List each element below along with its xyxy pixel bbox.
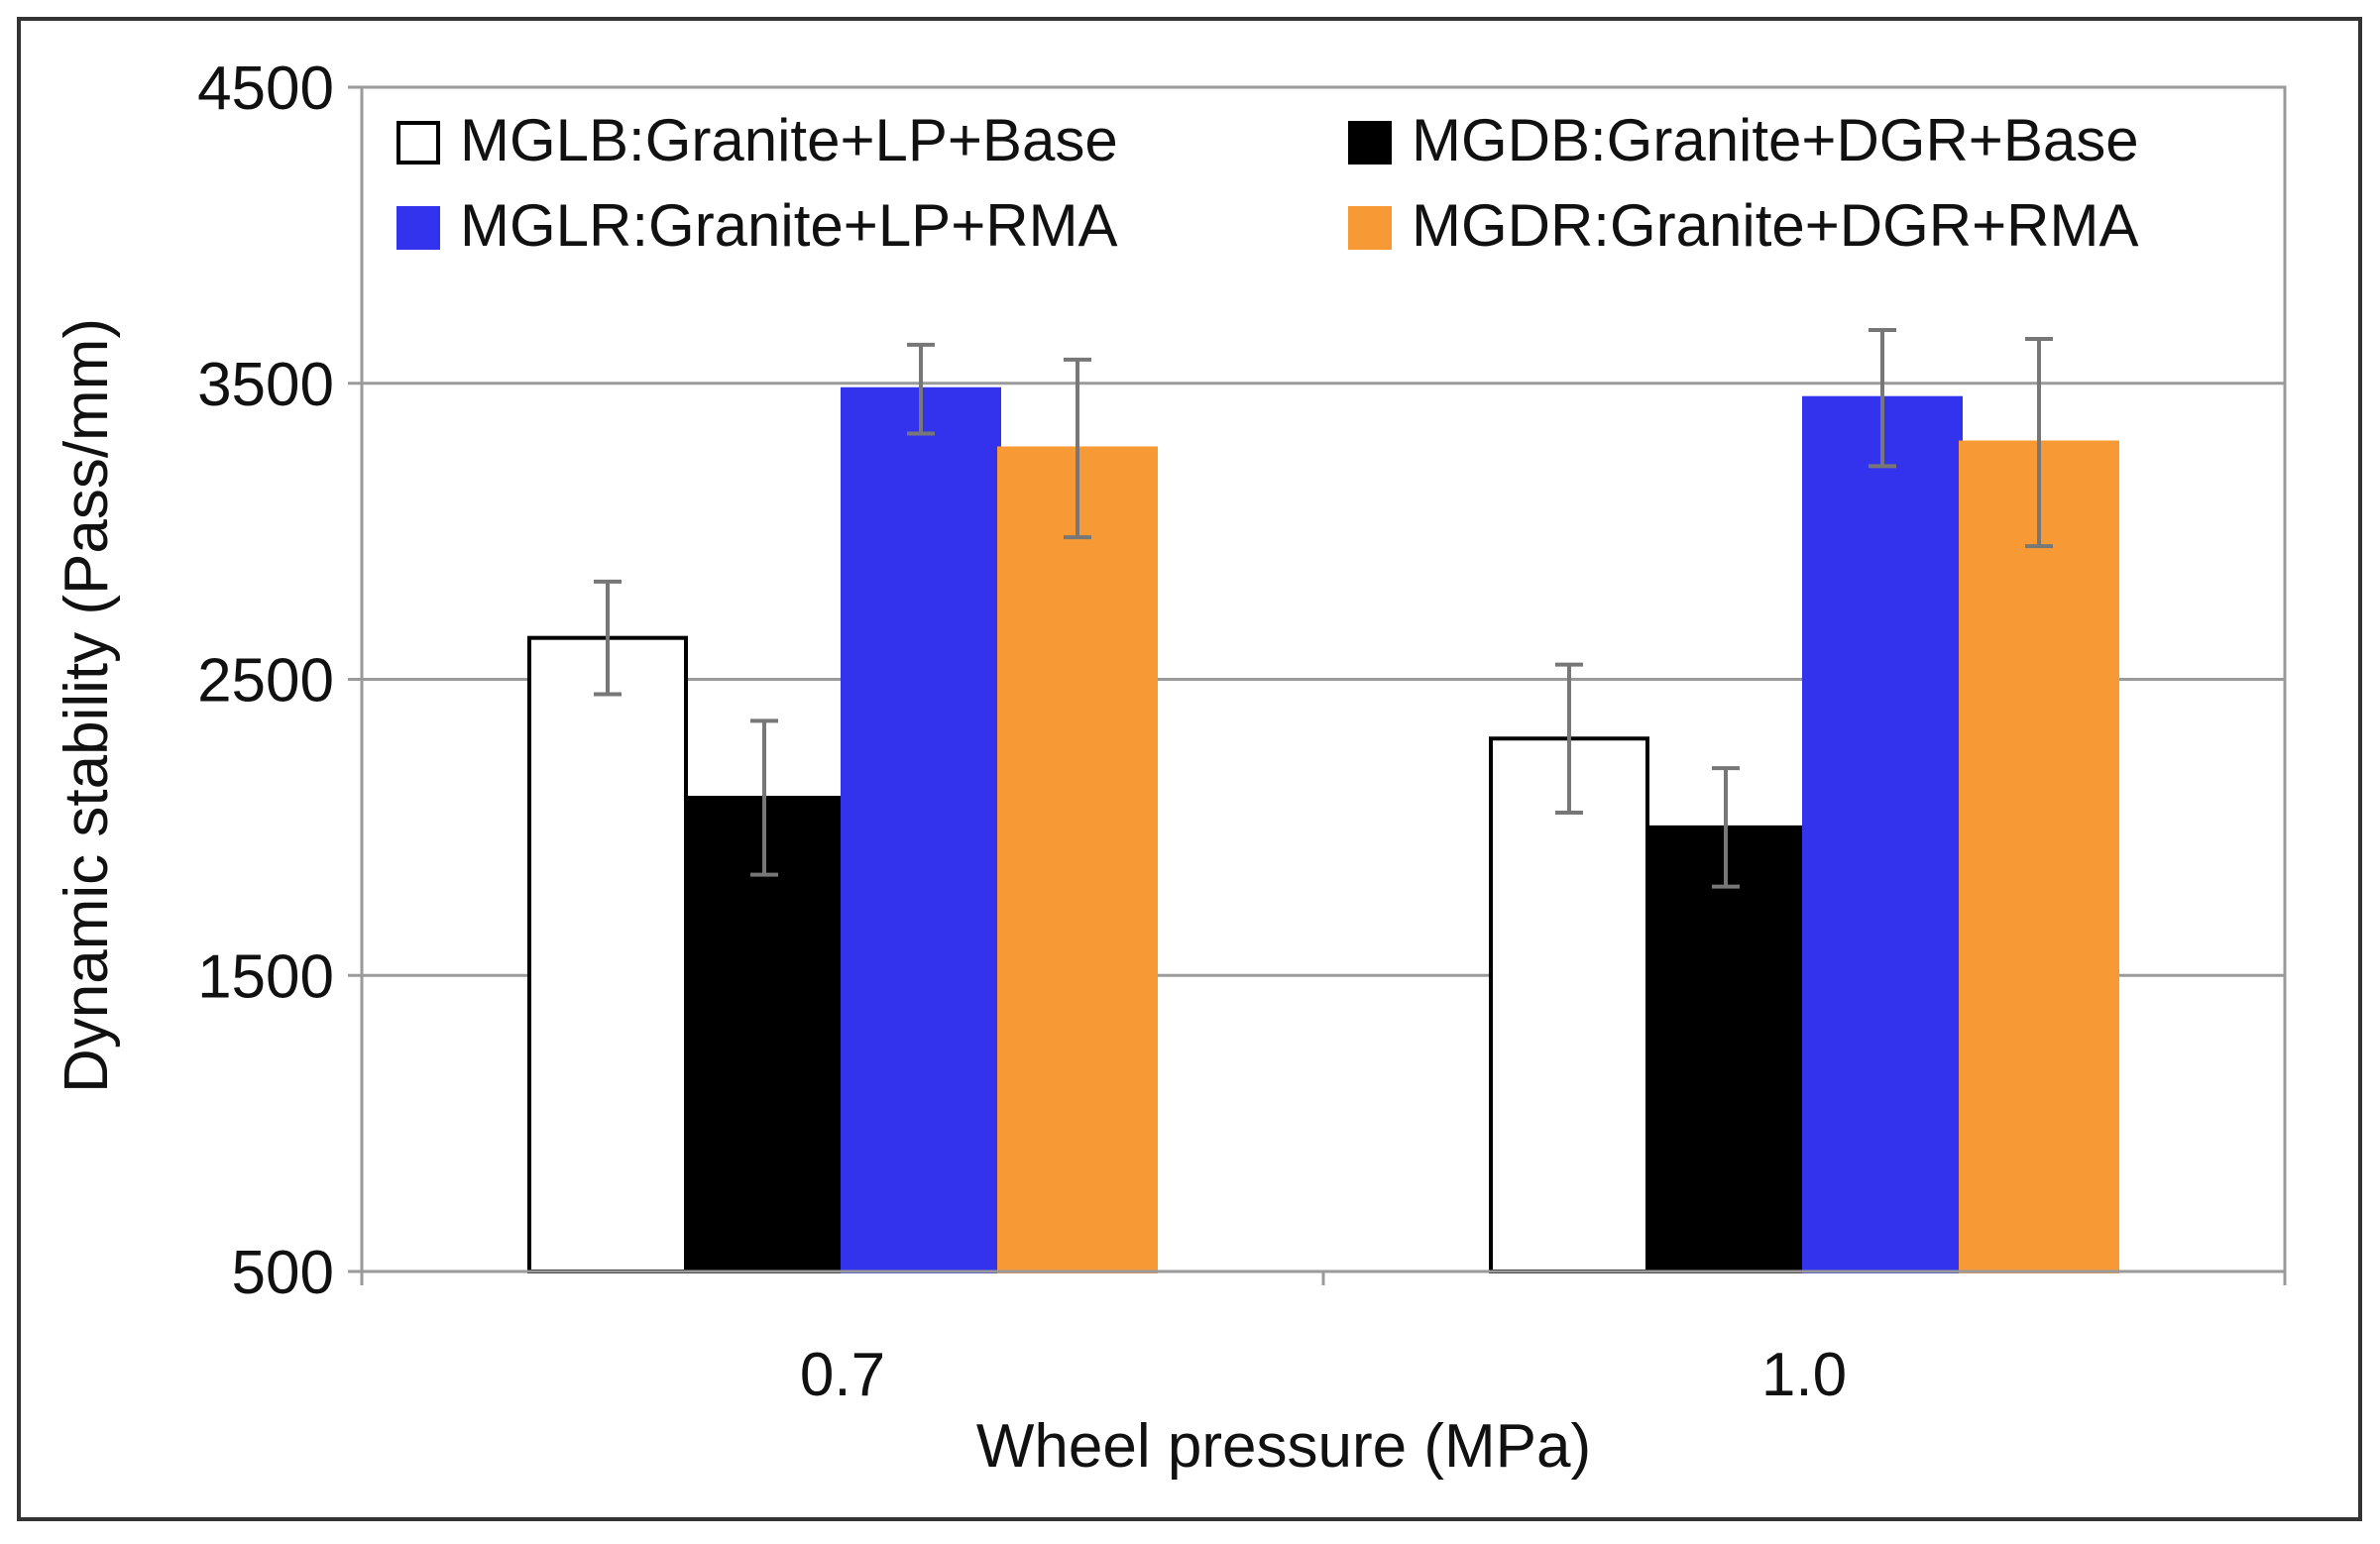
legend-label: MGDR:Granite+DGR+RMA bbox=[1412, 192, 2138, 259]
error-bars bbox=[594, 327, 2053, 889]
y-tick-label: 500 bbox=[232, 1239, 334, 1307]
bar[interactable] bbox=[1489, 736, 1649, 1273]
legend-label: MGLB:Granite+LP+Base bbox=[460, 107, 1118, 173]
tick-labels: 500 1500 2500 3500 4500 0.7 1.0 bbox=[197, 55, 1847, 1409]
legend-swatch bbox=[1348, 206, 1392, 250]
bar[interactable] bbox=[997, 446, 1158, 1274]
legend-label: MGDB:Granite+DGR+Base bbox=[1412, 107, 2139, 173]
legend-swatch bbox=[397, 206, 440, 250]
legend-swatch bbox=[397, 121, 440, 165]
bar[interactable] bbox=[1959, 440, 2119, 1273]
bar[interactable] bbox=[841, 386, 1001, 1274]
y-axis-label: Dynamic stability (Pass/mm) bbox=[53, 318, 121, 1093]
legend-swatch bbox=[1348, 121, 1392, 165]
y-tick-label: 4500 bbox=[197, 55, 334, 123]
bar[interactable] bbox=[1645, 825, 1806, 1273]
y-tick-label: 3500 bbox=[197, 351, 334, 419]
axes bbox=[348, 85, 2287, 1285]
bars bbox=[527, 386, 2119, 1274]
x-tick-label: 0.7 bbox=[800, 1341, 885, 1409]
legend[interactable]: MGLB:Granite+LP+Base MGDB:Granite+DGR+Bas… bbox=[397, 107, 2139, 259]
y-tick-label: 2500 bbox=[197, 647, 334, 716]
x-axis-label: Wheel pressure (MPa) bbox=[976, 1412, 1591, 1481]
bar[interactable] bbox=[1802, 395, 1963, 1273]
x-tick-label: 1.0 bbox=[1761, 1341, 1847, 1409]
y-tick-label: 1500 bbox=[197, 942, 334, 1011]
bar[interactable] bbox=[527, 635, 688, 1273]
legend-label: MGLR:Granite+LP+RMA bbox=[460, 192, 1118, 259]
